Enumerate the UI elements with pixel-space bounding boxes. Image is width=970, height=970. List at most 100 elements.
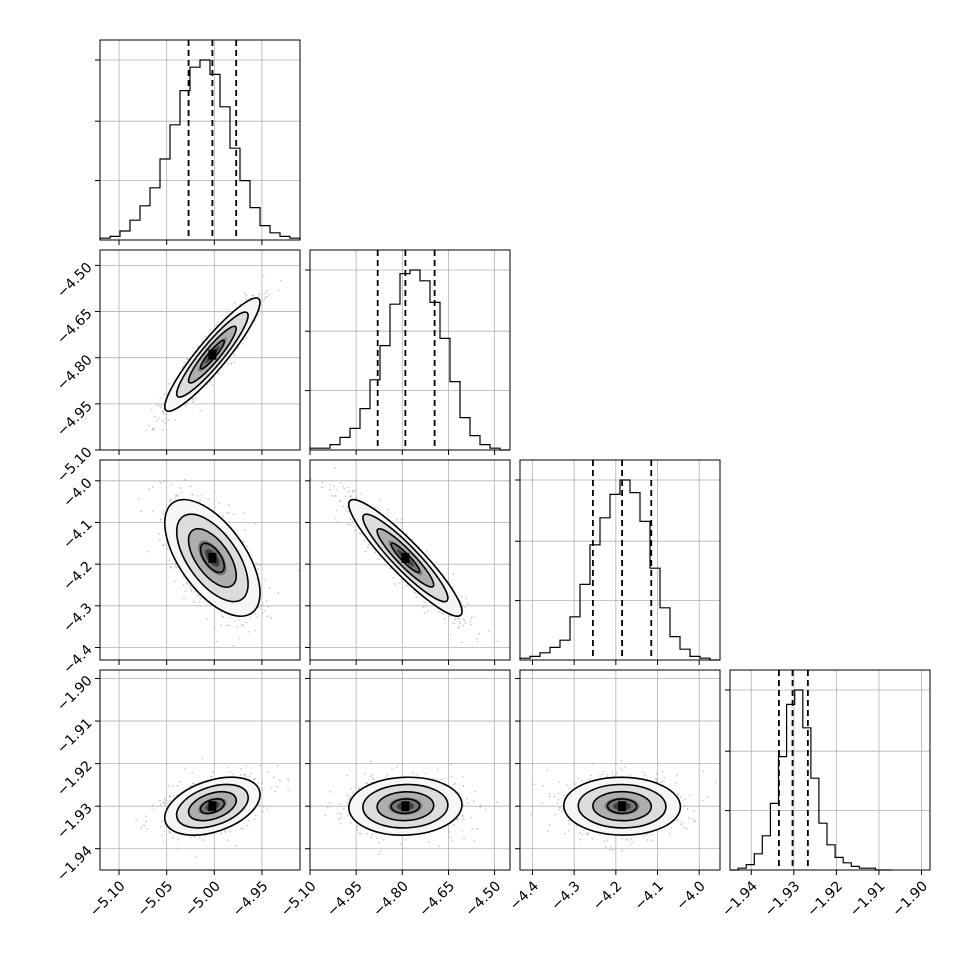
pair-20-point (199, 501, 201, 503)
pair-20-point (182, 584, 185, 586)
pair-30-point (250, 772, 253, 775)
pair-20-point (177, 495, 180, 497)
pair-32-point (603, 840, 606, 843)
pair-20-point (232, 513, 235, 515)
pair-21-point (374, 506, 376, 509)
pair-10-point (145, 428, 148, 431)
pair-30-point (191, 771, 194, 774)
pair-21-point (347, 486, 349, 489)
pair-30-content (135, 757, 290, 858)
pair-20-point (226, 512, 229, 514)
pair-32-point (646, 839, 649, 841)
pair-20-point (261, 603, 264, 605)
pair-32-point (650, 839, 653, 842)
hist-3-frame (729, 669, 931, 871)
pair-10-point (229, 310, 232, 312)
pair-30-point (235, 845, 237, 847)
pair-21-point (339, 482, 342, 485)
pair-32-point (702, 770, 704, 773)
pair-32-point (592, 762, 594, 765)
pair-10-point (156, 419, 158, 422)
pair-10-point (233, 361, 236, 364)
pair-32-content (530, 759, 717, 852)
pair-32-point (585, 833, 588, 835)
pair-31-point (345, 801, 348, 804)
hist-1-frame (309, 249, 511, 451)
pair-31-point (339, 822, 342, 825)
pair-20-point (218, 502, 221, 505)
pair-21-point (466, 602, 469, 605)
pair-30-point (287, 780, 290, 782)
pair-21-point (334, 517, 337, 520)
pair-20-point (183, 597, 186, 600)
pair-21-point (469, 620, 472, 623)
pair-21-point (478, 632, 480, 635)
pair-21-point (472, 616, 475, 618)
pair-10-point (261, 293, 264, 296)
pair-30-point (162, 840, 165, 843)
pair-31-point (338, 818, 340, 821)
pair-31-point (375, 837, 378, 839)
pair-21-point (337, 521, 339, 524)
pair-31-point (356, 825, 359, 828)
pair-30-point (227, 839, 230, 842)
pair-10-point (208, 328, 211, 331)
pair-30-point (171, 836, 174, 839)
pair-21-point (353, 529, 356, 532)
pair-31-point (349, 821, 352, 824)
pair-31-point (391, 768, 393, 771)
pair-30-point (261, 788, 264, 791)
pair-30-point (152, 803, 155, 806)
pair-20-point (213, 626, 216, 628)
pair-31-point (473, 839, 476, 842)
pair-31-peak (401, 801, 410, 812)
pair-32-point (568, 823, 571, 825)
pair-30-point (245, 765, 248, 768)
pair-32-point (670, 826, 672, 829)
pair-20-point (248, 631, 251, 633)
pair-21-point (457, 627, 460, 630)
pair-10-point (257, 295, 260, 298)
pair-32-point (715, 781, 717, 784)
pair-32-point (621, 849, 623, 852)
pair-21-point (367, 544, 370, 547)
pair-10-point (216, 321, 219, 323)
pair-10-point (264, 298, 267, 301)
pair-20-point (170, 566, 173, 569)
pair-30-point (259, 764, 262, 767)
pair-10-point (153, 415, 156, 418)
pair-20-point (196, 495, 199, 497)
pair-31-point (466, 797, 468, 800)
pair-31-point (462, 818, 465, 821)
pair-panel-3-1 (305, 669, 511, 875)
pair-32-point (691, 818, 694, 820)
pair-20-point (191, 493, 193, 496)
pair-20-point (269, 616, 272, 619)
pair-32-point (624, 766, 627, 768)
pair-32-point (573, 781, 575, 783)
pair-10-content (145, 275, 282, 431)
pair-30-point (193, 835, 196, 838)
pair-32-point (611, 849, 614, 851)
pair-21-point (423, 612, 426, 614)
pair-32-point (680, 821, 683, 824)
pair-30-point (254, 777, 257, 780)
pair-21-point (451, 586, 454, 589)
pair-32-point (591, 838, 594, 840)
pair-32-point (548, 792, 551, 795)
pair-21-point (345, 509, 348, 512)
pair-32-point (647, 833, 649, 836)
pair-32-point (680, 823, 683, 826)
pair-10-point (195, 399, 197, 401)
pair-31-point (346, 794, 349, 797)
pair-10-point (194, 396, 197, 399)
pair-10-point (182, 365, 184, 368)
pair-21-point (414, 591, 416, 594)
pair-20-point (162, 509, 165, 512)
pair-32-point (643, 835, 646, 837)
pair-20-point (189, 485, 192, 488)
pair-10-point (211, 384, 214, 386)
pair-10-point (261, 298, 264, 301)
pair-10-point (227, 362, 230, 364)
hist-1-bars (309, 269, 510, 451)
